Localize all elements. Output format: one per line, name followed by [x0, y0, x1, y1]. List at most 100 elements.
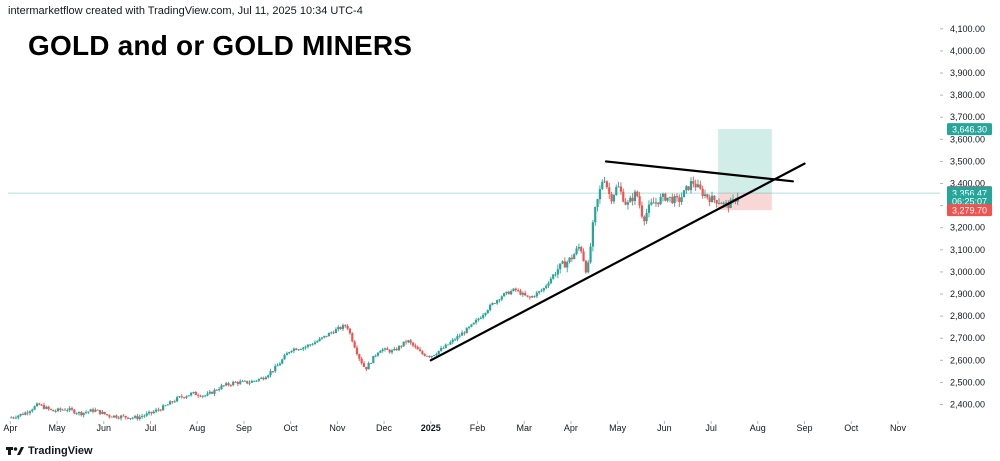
candle-body: [339, 327, 342, 329]
price-badge-bg: [947, 123, 992, 136]
x-tick-label: Oct: [844, 423, 859, 433]
candle-body: [112, 415, 116, 418]
candle: [414, 343, 417, 349]
position-zones: [718, 129, 772, 211]
candle-body: [715, 200, 718, 204]
candle-body: [325, 335, 328, 337]
candle: [561, 260, 564, 265]
candle: [147, 410, 151, 416]
x-tick-label: Nov: [329, 423, 346, 433]
candle-body: [61, 409, 64, 411]
candle-body: [437, 350, 440, 354]
candle-body: [575, 248, 578, 255]
candle-body: [40, 404, 43, 406]
price-badge-label: 3,646.30: [952, 124, 987, 134]
candle-body: [411, 342, 415, 346]
candle: [250, 379, 253, 383]
candle-body: [640, 205, 644, 217]
candle-body: [355, 347, 359, 355]
candle: [409, 338, 412, 345]
candle-body: [666, 197, 669, 201]
candle: [206, 391, 209, 397]
candle: [484, 312, 487, 317]
candle: [218, 386, 221, 392]
candle-body: [66, 410, 69, 411]
candle: [176, 395, 179, 403]
candle: [96, 409, 99, 411]
candle: [435, 352, 438, 356]
candle-body: [717, 203, 721, 204]
candle-body: [253, 380, 256, 382]
candle-body: [442, 347, 445, 349]
candle-body: [187, 395, 190, 397]
candle-body: [692, 181, 695, 184]
candle-body: [94, 409, 97, 412]
candle-body: [463, 332, 466, 334]
candle: [276, 363, 279, 367]
candle-body: [507, 291, 510, 295]
trendline-resistance[interactable]: [604, 160, 794, 183]
tradingview-wordmark: TradingView: [28, 445, 93, 457]
candle: [493, 302, 496, 304]
y-tick-label: 3,900.00: [950, 68, 985, 78]
candle: [362, 361, 366, 368]
candle-body: [358, 354, 361, 359]
candle: [685, 185, 688, 195]
candle: [122, 414, 125, 417]
candle-body: [493, 303, 496, 304]
candle-body: [334, 329, 338, 334]
candle: [229, 384, 232, 388]
candle-body: [152, 411, 155, 414]
candle-body: [299, 349, 303, 351]
candle: [496, 299, 499, 305]
candle: [59, 407, 62, 412]
candle-body: [129, 418, 132, 419]
candle-body: [421, 351, 424, 355]
candle: [82, 412, 85, 418]
y-tick-label: 3,800.00: [950, 90, 985, 100]
candle-body: [47, 406, 50, 409]
footer-brand[interactable]: TradingView: [6, 445, 93, 457]
candle-body: [320, 337, 324, 339]
candle-body: [344, 325, 347, 326]
candle-body: [545, 285, 548, 289]
candle: [89, 408, 92, 412]
candle-body: [587, 262, 590, 273]
candle-body: [577, 247, 580, 249]
candle-body: [281, 359, 284, 364]
candle-body: [28, 411, 32, 414]
candle: [626, 199, 630, 210]
candle-body: [108, 415, 111, 417]
candle: [376, 352, 380, 357]
candle-body: [477, 318, 480, 320]
candle: [507, 290, 510, 295]
candle: [582, 248, 585, 262]
candle-body: [154, 409, 158, 412]
candle-body: [260, 377, 263, 379]
candle: [131, 416, 134, 420]
candle: [652, 197, 655, 204]
candle: [407, 339, 410, 344]
profit-target-zone[interactable]: [718, 129, 772, 194]
candle: [381, 347, 384, 353]
candle-body: [395, 348, 398, 351]
candle: [603, 176, 606, 184]
candle: [66, 408, 69, 413]
candle: [710, 191, 714, 203]
candle-body: [503, 293, 506, 297]
candle-body: [724, 202, 728, 204]
trendline-support[interactable]: [429, 162, 806, 362]
candle: [449, 340, 452, 346]
candle: [601, 179, 604, 191]
candle: [654, 197, 658, 207]
candle-body: [467, 326, 471, 328]
candle-body: [720, 203, 723, 204]
x-tick-label: Sep: [797, 423, 813, 433]
candle: [453, 337, 457, 342]
candle: [503, 292, 506, 297]
candle-body: [624, 201, 627, 205]
y-tick-label: 2,900.00: [950, 289, 985, 299]
candle: [643, 215, 646, 226]
candle-body: [439, 348, 443, 351]
